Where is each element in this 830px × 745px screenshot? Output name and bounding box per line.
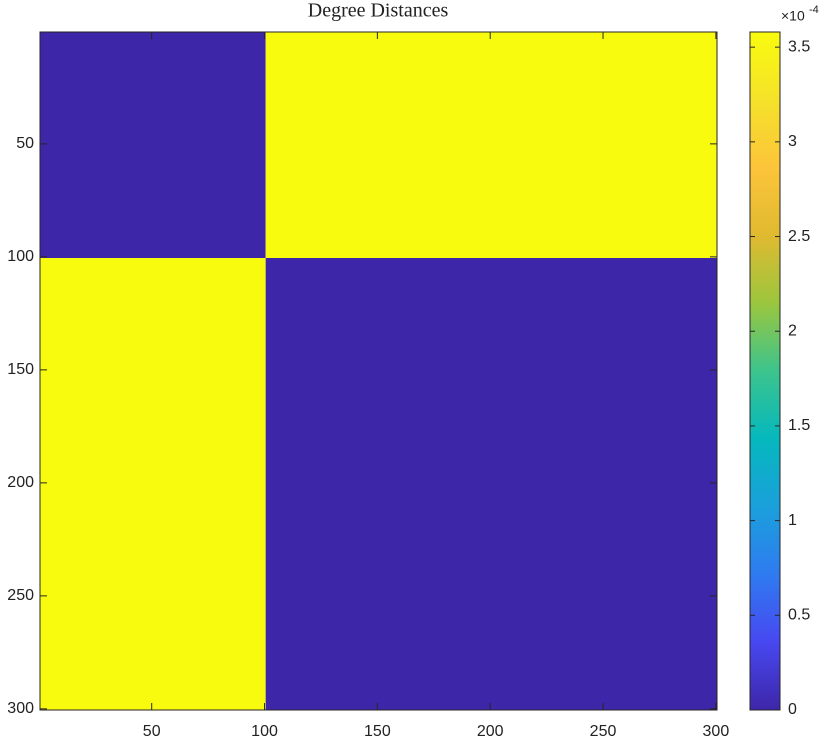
colorbar-tick-label: 3.5 <box>788 38 810 55</box>
colorbar <box>749 31 781 711</box>
plot-frame <box>39 31 718 711</box>
heatmap-cell <box>265 32 717 258</box>
colorbar-tick-label: 2.5 <box>788 228 810 245</box>
x-tick-label: 250 <box>590 723 617 740</box>
y-tick-label: 300 <box>7 700 34 717</box>
y-tick-label: 250 <box>7 587 34 604</box>
colorbar-tick-label: 2 <box>788 322 797 339</box>
heatmap-cell <box>40 32 266 258</box>
x-tick-label: 300 <box>703 723 730 740</box>
x-tick-label: 50 <box>143 723 161 740</box>
x-tick-label: 150 <box>364 723 391 740</box>
chart-title: Degree Distances <box>308 0 449 22</box>
colorbar-tick-label: 0.5 <box>788 607 810 624</box>
y-tick-label: 150 <box>7 361 34 378</box>
colorbar-tick-label: 1.5 <box>788 417 810 434</box>
y-tick-label: 50 <box>16 135 34 152</box>
heatmap-cell <box>265 258 717 710</box>
colorbar-exponent: -4 <box>809 4 819 16</box>
colorbar-tick-label: 1 <box>788 512 797 529</box>
y-tick-label: 100 <box>7 248 34 265</box>
y-tick-label: 200 <box>7 474 34 491</box>
colorbar-tick-label: 0 <box>788 701 797 718</box>
colorbar-multiplier: ×10 <box>781 8 805 24</box>
x-tick-label: 100 <box>251 723 278 740</box>
x-tick-label: 200 <box>477 723 504 740</box>
colorbar-tick-label: 3 <box>788 133 797 150</box>
heatmap-cell <box>40 258 266 710</box>
